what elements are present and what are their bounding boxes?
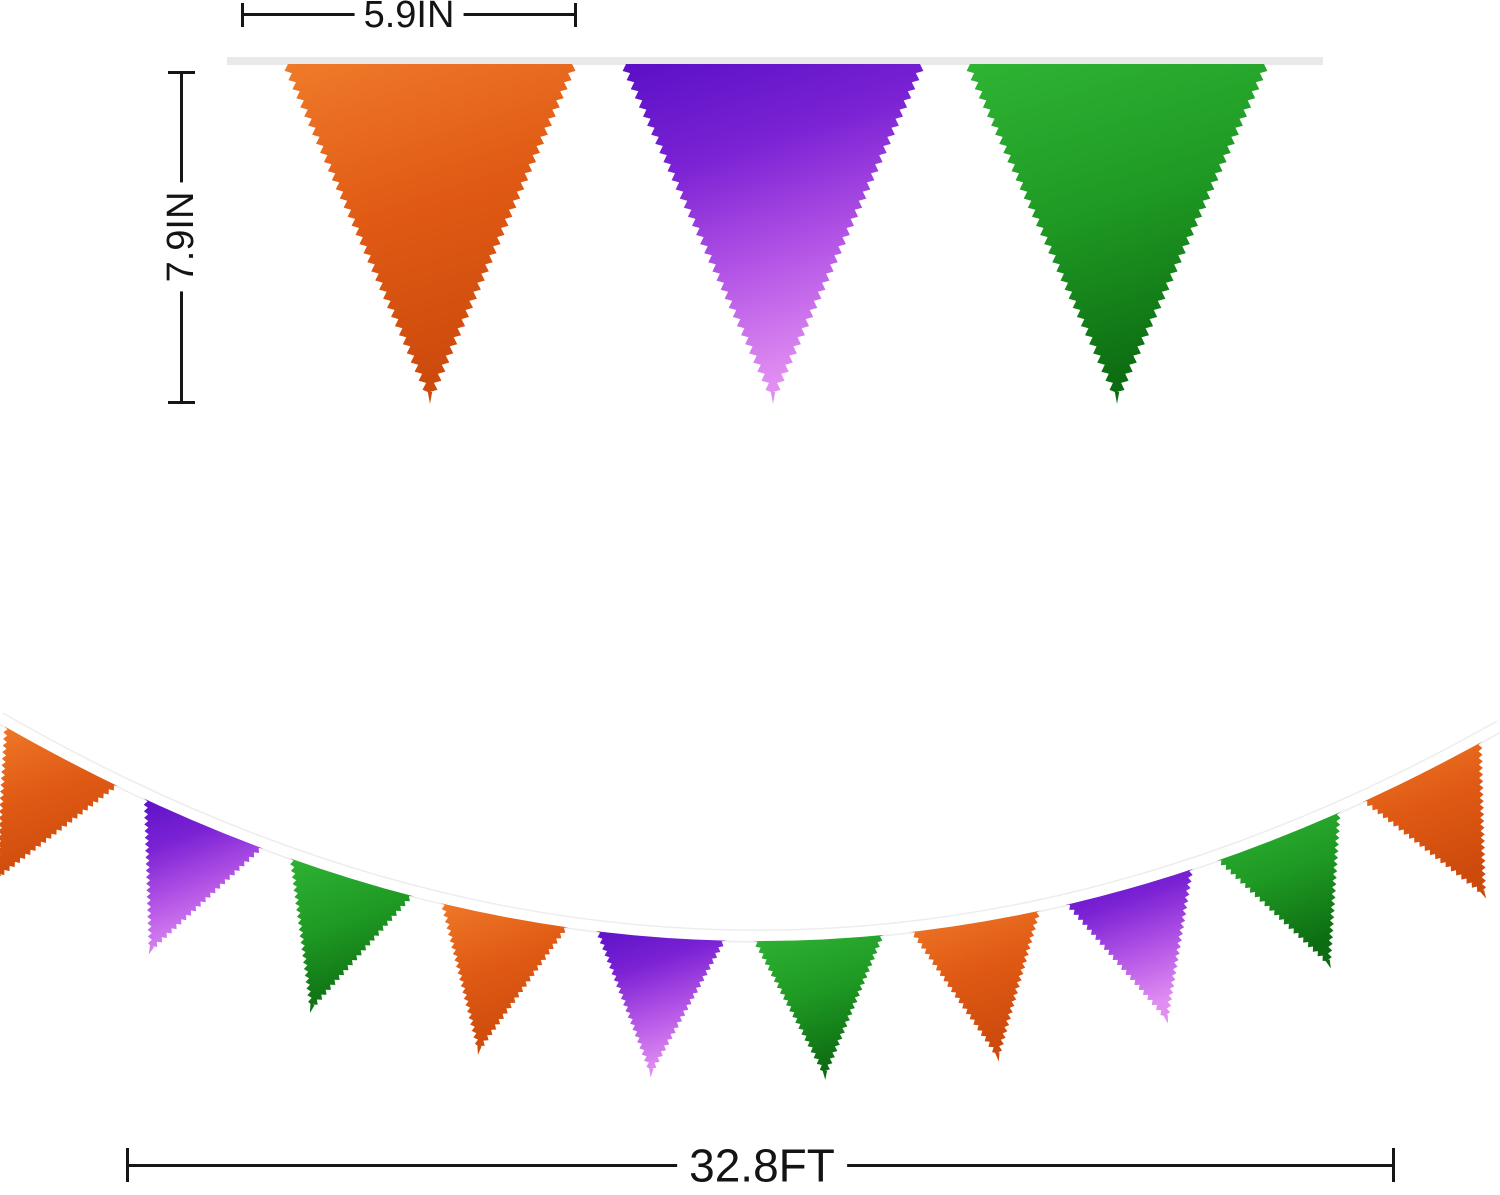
height-dimension-tick-bottom (168, 401, 195, 404)
garland-flags-group (0, 722, 1487, 1080)
banner-string-bar (227, 57, 1323, 65)
flag-width-label: 5.9IN (354, 0, 464, 37)
pennant-small-6-green (752, 930, 885, 1080)
length-dimension-tick-left (126, 1148, 129, 1182)
pennant-small-10-orange (1361, 738, 1487, 899)
top-flags-group (284, 64, 1268, 404)
pennant-small-5-purple (595, 926, 727, 1078)
pennant-small-1-orange (0, 722, 120, 877)
pennant-large-1-orange (284, 64, 576, 404)
pennant-small-7-orange (909, 905, 1042, 1062)
width-dimension-tick-right (574, 3, 577, 27)
width-dimension-tick-left (241, 3, 244, 27)
garland-string-highlight (0, 713, 1500, 941)
pennant-small-3-green (289, 854, 415, 1014)
flag-height-label: 7.9IN (160, 182, 203, 292)
pennant-large-2-purple (622, 64, 924, 404)
pennant-large-3-green (966, 64, 1268, 404)
banner-length-label: 32.8FT (677, 1141, 847, 1192)
height-dimension-tick-top (168, 71, 195, 74)
pennant-small-8-purple (1064, 864, 1194, 1024)
pennant-small-4-orange (440, 898, 570, 1055)
length-dimension-tick-right (1392, 1148, 1395, 1182)
